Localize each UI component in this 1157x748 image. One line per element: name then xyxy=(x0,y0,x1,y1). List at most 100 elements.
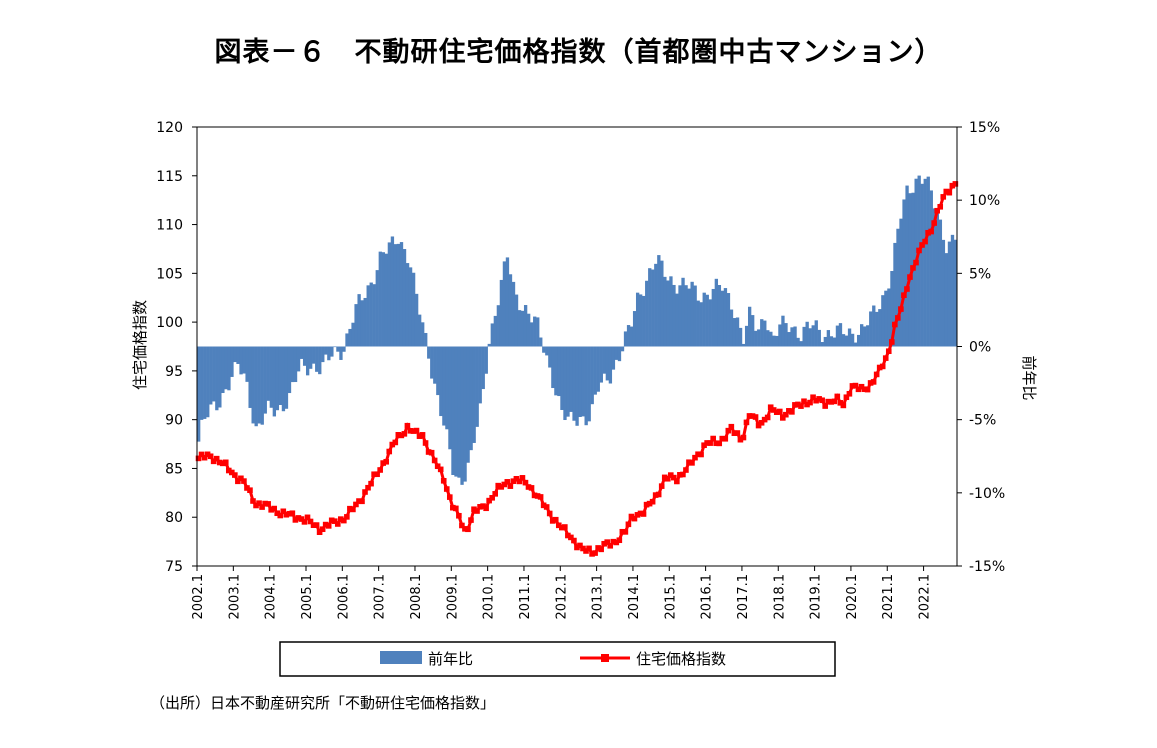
yoy-bar xyxy=(596,346,600,392)
yoy-bar xyxy=(651,269,655,347)
index-marker xyxy=(456,512,462,519)
yoy-bar xyxy=(230,346,234,377)
yoy-bar xyxy=(305,346,310,376)
yoy-bar xyxy=(266,346,270,401)
yoy-bar xyxy=(405,263,410,347)
yoy-bar xyxy=(411,272,416,347)
bottom-tick-label: 2016.1 xyxy=(700,574,715,620)
index-marker xyxy=(649,498,656,505)
bottom-tick-label: 2007.1 xyxy=(373,574,388,620)
index-marker xyxy=(804,401,810,408)
index-marker xyxy=(613,539,620,546)
index-marker xyxy=(371,471,377,478)
index-marker xyxy=(937,204,944,210)
yoy-bar xyxy=(672,284,676,347)
index-marker xyxy=(943,188,950,195)
index-marker xyxy=(413,427,420,434)
yoy-bar xyxy=(393,244,398,347)
yoy-bar xyxy=(212,346,216,402)
yoy-bar xyxy=(530,322,534,347)
index-marker xyxy=(528,485,535,491)
yoy-bar xyxy=(605,346,610,381)
index-marker xyxy=(259,504,265,510)
index-marker xyxy=(661,474,668,481)
index-marker xyxy=(401,431,408,437)
index-marker xyxy=(440,478,447,484)
index-marker xyxy=(931,220,937,226)
index-marker xyxy=(295,515,302,521)
index-marker xyxy=(901,292,907,299)
yoy-bar xyxy=(720,290,725,347)
index-marker xyxy=(395,432,402,438)
yoy-bar xyxy=(860,324,864,347)
yoy-bar xyxy=(454,346,458,477)
index-marker xyxy=(462,526,468,532)
yoy-bar xyxy=(663,276,667,347)
index-marker xyxy=(244,485,250,491)
index-marker xyxy=(274,510,281,517)
yoy-bar xyxy=(390,236,395,347)
yoy-bar xyxy=(905,185,909,347)
index-marker xyxy=(453,505,459,512)
yoy-bar xyxy=(675,293,679,347)
index-marker xyxy=(764,414,771,421)
index-marker xyxy=(410,428,417,434)
index-marker xyxy=(229,469,235,476)
yoy-bar xyxy=(642,295,646,347)
index-marker xyxy=(238,475,244,482)
index-marker xyxy=(816,396,822,402)
yoy-bar xyxy=(318,346,322,375)
index-marker xyxy=(922,238,928,245)
yoy-bar xyxy=(472,346,476,443)
yoy-bar xyxy=(681,277,685,347)
index-marker xyxy=(646,500,653,507)
yoy-bar xyxy=(293,346,298,383)
index-marker xyxy=(507,483,514,489)
yoy-bar xyxy=(299,346,304,359)
index-marker xyxy=(873,371,880,378)
bottom-tick-label: 2005.1 xyxy=(300,574,315,620)
index-marker xyxy=(677,472,683,478)
yoy-bar xyxy=(254,346,258,427)
index-marker xyxy=(235,478,241,485)
yoy-bar xyxy=(508,274,513,347)
index-marker xyxy=(719,435,726,442)
index-marker xyxy=(861,386,868,393)
yoy-bar xyxy=(499,279,504,347)
index-marker xyxy=(380,460,386,466)
yoy-bar xyxy=(333,346,337,348)
index-marker xyxy=(913,259,919,266)
yoy-bar xyxy=(421,322,425,347)
right-tick-label: 10% xyxy=(969,193,1000,209)
index-marker xyxy=(516,478,523,485)
yoy-bar xyxy=(315,346,319,372)
yoy-bar xyxy=(823,336,828,347)
yoy-bar xyxy=(802,326,806,347)
index-marker xyxy=(407,428,414,434)
index-marker xyxy=(658,483,665,489)
yoy-bar xyxy=(372,284,376,347)
index-marker xyxy=(637,510,644,517)
yoy-bar xyxy=(330,346,334,357)
yoy-bar xyxy=(523,305,528,347)
yoy-bar xyxy=(829,336,834,347)
index-marker xyxy=(940,194,947,200)
index-marker xyxy=(225,467,232,474)
yoy-bar xyxy=(296,346,301,372)
index-marker xyxy=(916,247,922,254)
yoy-bar xyxy=(881,295,885,347)
index-marker xyxy=(755,422,762,429)
yoy-bar xyxy=(684,285,688,347)
source-note: （出所）日本不動産研究所「不動研住宅価格指数」 xyxy=(150,694,496,712)
index-marker xyxy=(310,522,317,528)
index-marker xyxy=(904,286,910,292)
yoy-bar xyxy=(757,329,761,347)
index-marker xyxy=(241,478,247,484)
yoy-bar xyxy=(448,346,452,450)
yoy-bar xyxy=(251,346,255,424)
yoy-bar xyxy=(384,253,389,347)
left-tick-label: 80 xyxy=(165,510,183,526)
index-marker xyxy=(870,379,877,385)
yoy-bar xyxy=(345,333,349,347)
index-marker xyxy=(555,522,562,529)
